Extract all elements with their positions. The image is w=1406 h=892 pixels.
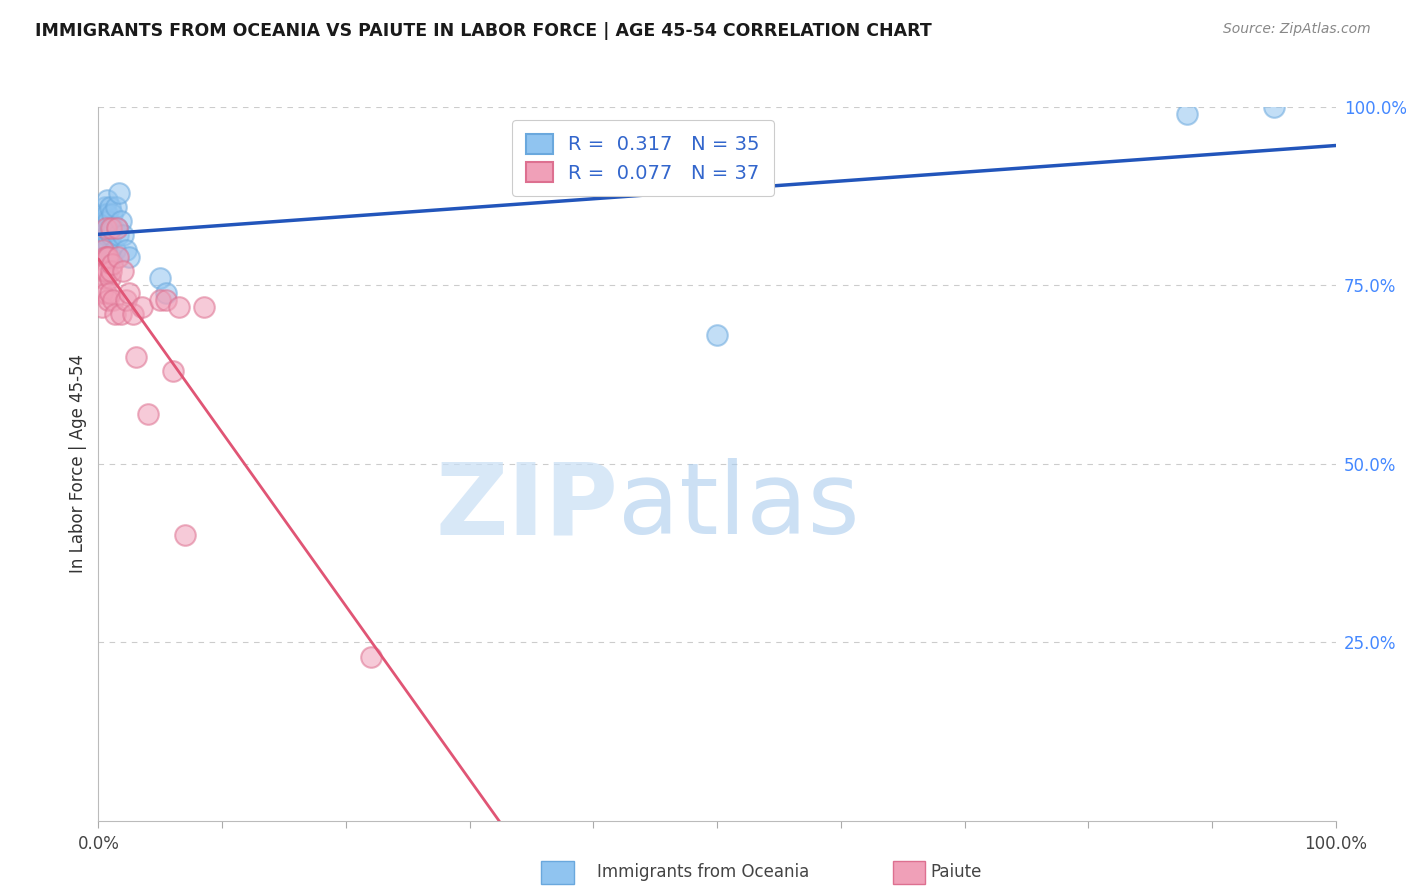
Text: ZIP: ZIP [436,458,619,555]
Point [93,243,115,257]
Point [91,221,114,235]
Point [103,307,125,321]
Point [105,221,128,235]
Point [93,235,115,250]
Point [124,350,146,364]
Point [97,214,120,228]
Point [94,221,117,235]
Text: IMMIGRANTS FROM OCEANIA VS PAIUTE IN LABOR FORCE | AGE 45-54 CORRELATION CHART: IMMIGRANTS FROM OCEANIA VS PAIUTE IN LAB… [35,22,932,40]
Point [162,364,184,378]
Point [97,250,120,264]
Point [104,200,127,214]
Point [1175,107,1198,121]
Point [136,407,159,421]
Point [93,207,115,221]
Point [131,300,153,314]
Point [122,307,145,321]
Point [93,200,115,214]
Point [98,285,121,300]
Point [98,271,121,285]
Point [94,285,117,300]
Point [103,221,125,235]
Text: Paiute: Paiute [931,863,981,881]
Point [91,285,114,300]
Point [107,228,129,243]
Point [193,300,215,314]
Point [100,221,122,235]
Point [118,285,141,300]
Point [174,528,197,542]
Point [107,250,129,264]
Point [167,300,190,314]
Text: atlas: atlas [619,458,859,555]
Point [155,285,177,300]
Point [118,250,141,264]
Point [110,214,132,228]
Point [100,264,122,278]
Text: Source: ZipAtlas.com: Source: ZipAtlas.com [1223,22,1371,37]
Point [149,271,172,285]
Point [98,221,121,235]
Point [93,228,115,243]
Text: Immigrants from Oceania: Immigrants from Oceania [598,863,808,881]
Point [93,214,115,228]
Point [114,243,136,257]
Y-axis label: In Labor Force | Age 45-54: In Labor Force | Age 45-54 [69,354,87,574]
Point [149,293,172,307]
Point [110,307,132,321]
Point [100,228,122,243]
Point [706,328,728,343]
Point [103,293,125,307]
Point [97,235,120,250]
Point [96,193,118,207]
Point [114,293,136,307]
Point [93,264,115,278]
Point [97,293,120,307]
Point [112,228,135,243]
Point [112,264,135,278]
Point [155,293,177,307]
Point [94,243,117,257]
Point [90,214,112,228]
Legend: R =  0.317   N = 35, R =  0.077   N = 37: R = 0.317 N = 35, R = 0.077 N = 37 [512,120,773,196]
Point [96,207,118,221]
Point [100,250,122,264]
Point [98,200,121,214]
Point [96,228,118,243]
Point [91,300,114,314]
Point [93,271,115,285]
Point [91,214,114,228]
Point [94,221,117,235]
Point [93,250,115,264]
Point [360,649,382,664]
Point [96,250,118,264]
Point [90,264,112,278]
Point [96,264,118,278]
Point [101,257,124,271]
Point [108,186,131,200]
Point [105,221,128,235]
Point [1263,100,1285,114]
Point [103,243,125,257]
Point [101,207,124,221]
